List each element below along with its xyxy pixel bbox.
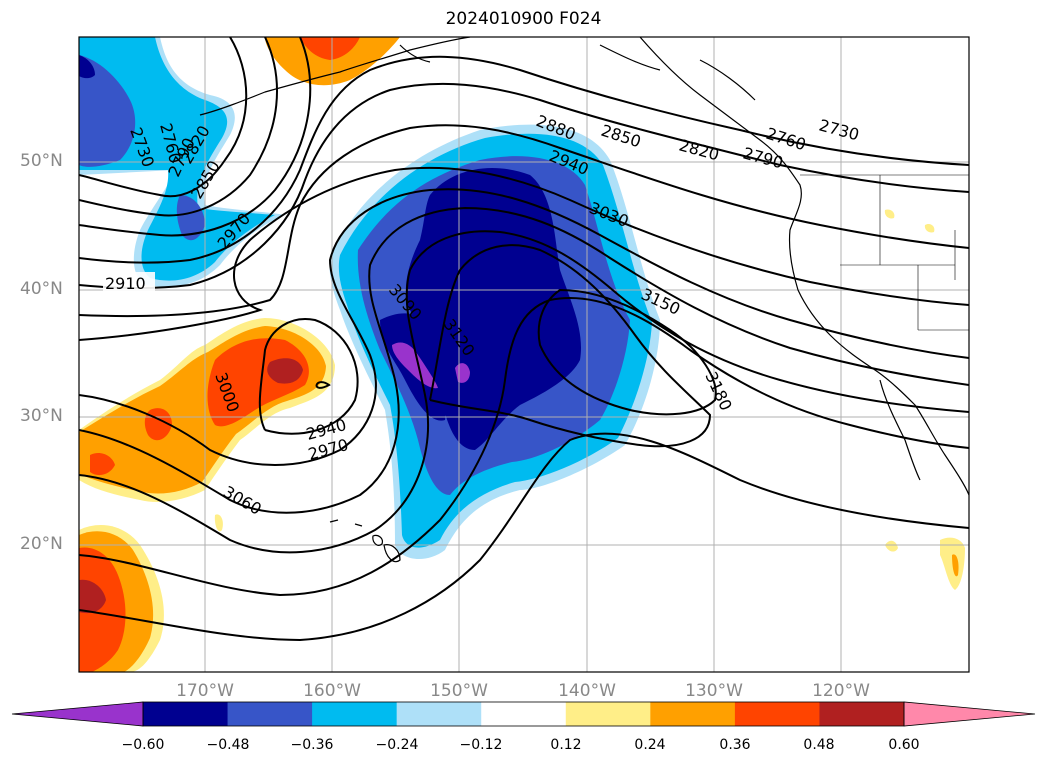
colorbar-segment: [650, 702, 736, 726]
colorbar-extend-low: [12, 702, 143, 726]
positive-anomaly-east: [884, 209, 965, 590]
lon-label-170w: 170°W: [176, 681, 234, 701]
colorbar-tick: −0.60: [121, 737, 165, 753]
hawaii-islands: [329, 519, 401, 563]
colorbar-tick: −0.12: [459, 737, 503, 753]
lon-label-140w: 140°W: [558, 681, 616, 701]
lon-label-120w: 120°W: [812, 681, 870, 701]
lon-label-160w: 160°W: [303, 681, 361, 701]
colorbar-segment: [396, 702, 482, 726]
lat-label-50: 50°N: [20, 151, 63, 171]
colorbar-segment: [565, 702, 651, 726]
colorbar-tick: −0.48: [206, 737, 250, 753]
colorbar-segment: [143, 702, 229, 726]
colorbar: [11, 701, 1036, 727]
colorbar-extend-high: [904, 702, 1035, 726]
lat-label-30: 30°N: [20, 406, 63, 426]
coastline-north-america: [599, 37, 969, 496]
height-anomaly-map: 2910 2730 2760 2790 2820 2850 2970 2880 …: [78, 36, 970, 673]
positive-anomaly-southwest: [79, 525, 164, 672]
colorbar-segment: [227, 702, 313, 726]
height-contours: [79, 37, 969, 642]
map-title: 2024010900 F024: [445, 9, 602, 29]
svg-text:2910: 2910: [105, 274, 146, 293]
colorbar-tick: 0.12: [550, 737, 582, 753]
lon-label-150w: 150°W: [430, 681, 488, 701]
colorbar-tick: 0.36: [719, 737, 751, 753]
colorbar-segment: [819, 702, 905, 726]
state-borders: [800, 174, 969, 331]
map-frame: [78, 36, 970, 673]
contour-label-2910: 2910: [103, 272, 155, 293]
negative-anomaly-central: [329, 124, 660, 560]
coastline-aleutians: [199, 37, 471, 116]
colorbar-tick: 0.24: [634, 737, 666, 753]
lat-label-20: 20°N: [20, 534, 63, 554]
lat-label-40: 40°N: [20, 279, 63, 299]
colorbar-segment: [312, 702, 398, 726]
colorbar-segment: [734, 702, 820, 726]
colorbar-tick: −0.24: [375, 737, 419, 753]
lon-label-130w: 130°W: [685, 681, 743, 701]
colorbar-tick: 0.48: [803, 737, 835, 753]
colorbar-tick: −0.36: [290, 737, 334, 753]
colorbar-tick: 0.60: [888, 737, 920, 753]
colorbar-segment: [481, 702, 567, 726]
